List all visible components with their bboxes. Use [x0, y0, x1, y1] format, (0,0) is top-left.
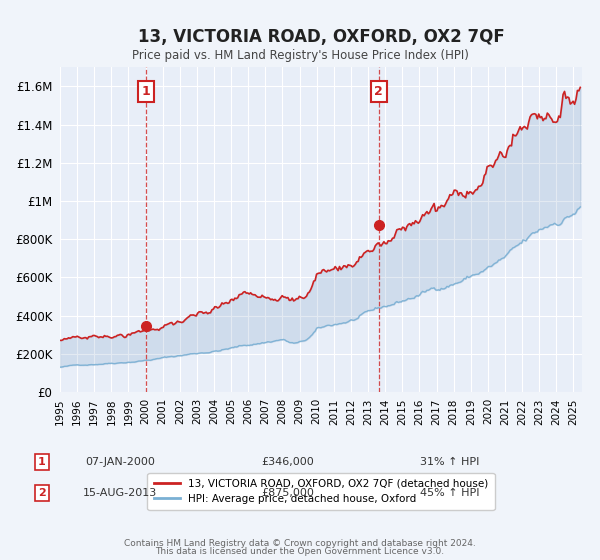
Text: 2: 2: [374, 85, 383, 98]
Text: 31% ↑ HPI: 31% ↑ HPI: [421, 457, 479, 467]
Text: Contains HM Land Registry data © Crown copyright and database right 2024.: Contains HM Land Registry data © Crown c…: [124, 539, 476, 548]
Text: £875,000: £875,000: [262, 488, 314, 498]
Text: Price paid vs. HM Land Registry's House Price Index (HPI): Price paid vs. HM Land Registry's House …: [131, 49, 469, 62]
Text: This data is licensed under the Open Government Licence v3.0.: This data is licensed under the Open Gov…: [155, 548, 445, 557]
Text: £346,000: £346,000: [262, 457, 314, 467]
Text: 45% ↑ HPI: 45% ↑ HPI: [420, 488, 480, 498]
Text: 07-JAN-2000: 07-JAN-2000: [85, 457, 155, 467]
Text: 1: 1: [142, 85, 151, 98]
Text: 1: 1: [38, 457, 46, 467]
Text: 2: 2: [38, 488, 46, 498]
Text: 15-AUG-2013: 15-AUG-2013: [83, 488, 157, 498]
Title: 13, VICTORIA ROAD, OXFORD, OX2 7QF: 13, VICTORIA ROAD, OXFORD, OX2 7QF: [137, 28, 505, 46]
Legend: 13, VICTORIA ROAD, OXFORD, OX2 7QF (detached house), HPI: Average price, detache: 13, VICTORIA ROAD, OXFORD, OX2 7QF (deta…: [148, 473, 494, 510]
